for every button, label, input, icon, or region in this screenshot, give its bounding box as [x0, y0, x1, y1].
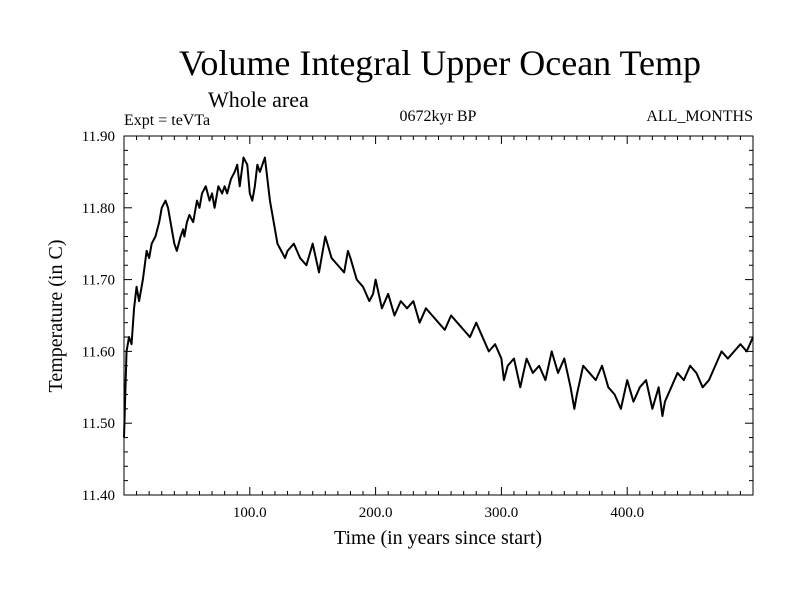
chart-title: Volume Integral Upper Ocean Temp: [179, 43, 701, 83]
x-tick-label: 100.0: [233, 505, 267, 521]
period-label: 0672kyr BP: [400, 108, 477, 125]
y-tick-label: 11.60: [82, 344, 115, 360]
experiment-label: Expt = teVTa: [124, 112, 210, 129]
x-tick-label: 400.0: [610, 505, 644, 521]
chart-subtitle: Whole area: [208, 87, 309, 112]
y-tick-label: 11.70: [82, 273, 115, 289]
temperature-line: [123, 156, 754, 438]
x-tick-label: 300.0: [485, 505, 519, 521]
x-axis-ticks: [136, 136, 741, 495]
y-axis-tick-labels: 11.40 11.50 11.60 11.70 11.80 11.90: [82, 129, 115, 504]
x-tick-label: 200.0: [359, 505, 393, 521]
y-tick-label: 11.80: [82, 201, 115, 217]
x-axis-label: Time (in years since start): [334, 527, 542, 549]
y-tick-label: 11.50: [82, 416, 115, 432]
y-axis-label: Temperature (in C): [45, 240, 67, 393]
y-tick-label: 11.90: [82, 129, 115, 145]
x-axis-tick-labels: 100.0 200.0 300.0 400.0: [233, 505, 644, 521]
y-tick-label: 11.40: [82, 488, 115, 504]
months-label: ALL_MONTHS: [646, 108, 753, 125]
